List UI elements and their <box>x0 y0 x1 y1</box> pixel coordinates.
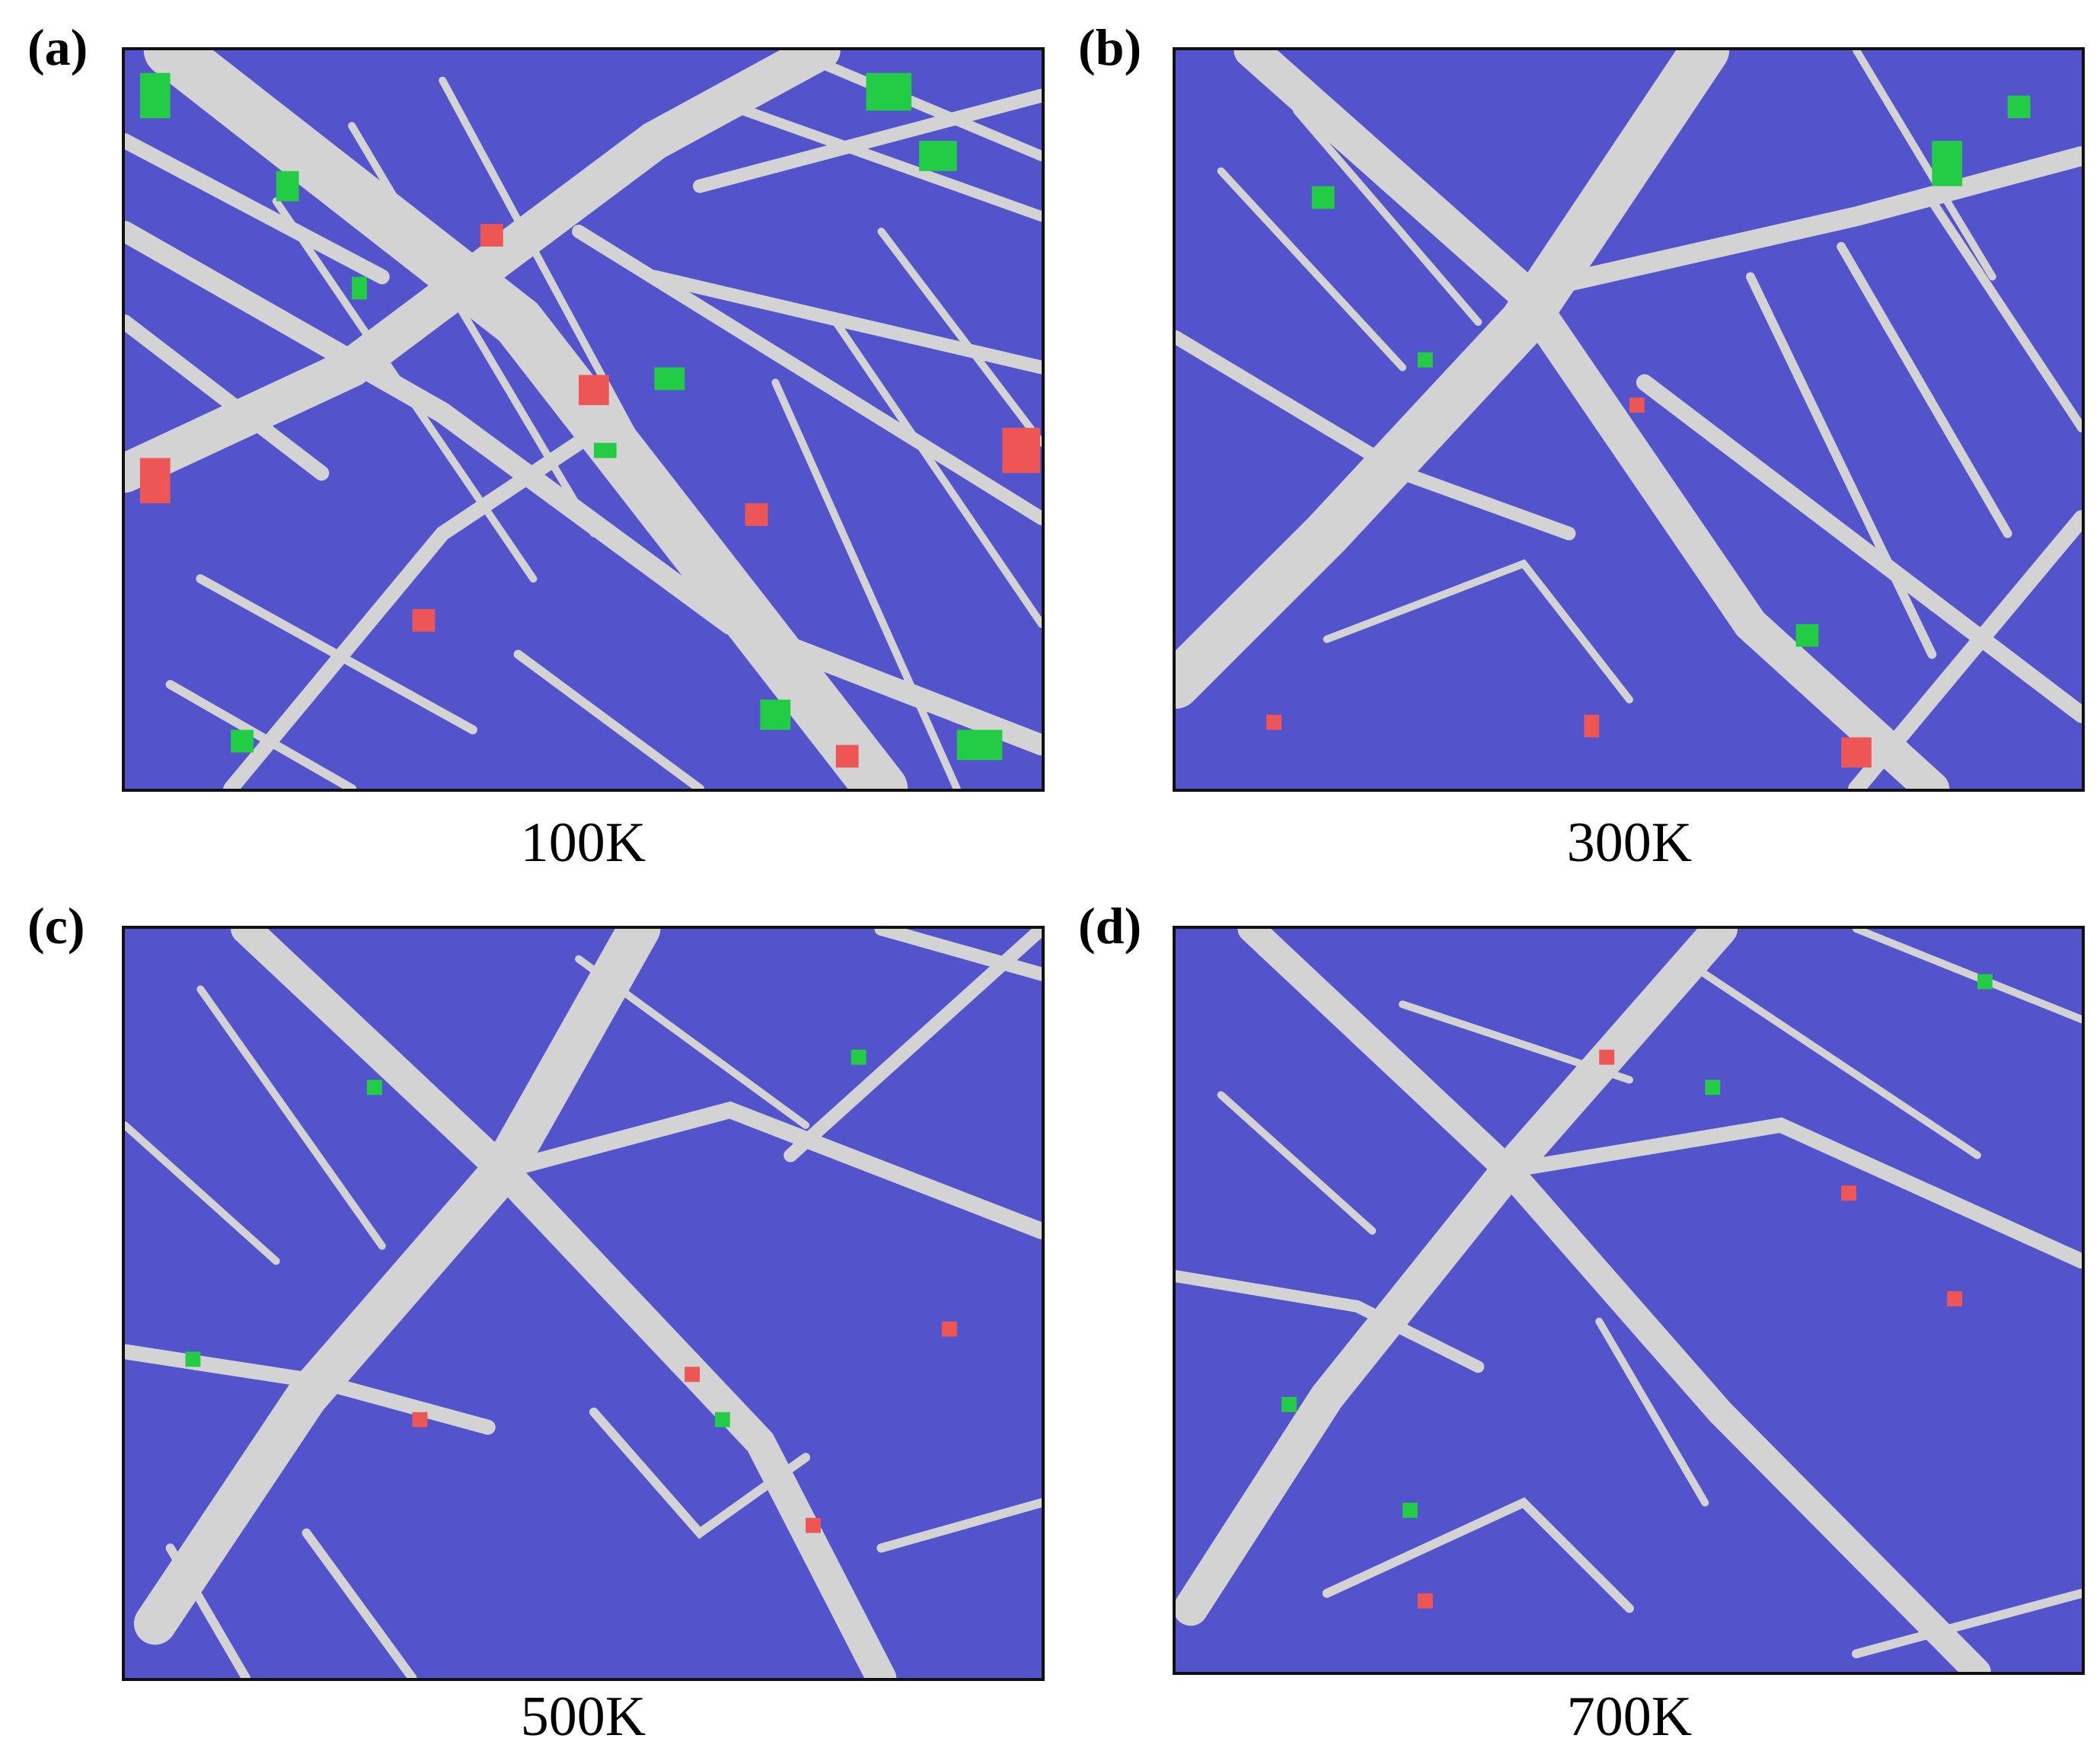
micrograph-panel-d <box>1173 926 2085 1675</box>
caption-b: 300K <box>1566 812 1693 874</box>
caption-c: 500K <box>520 1686 646 1748</box>
panel-label-c: (c) <box>27 897 85 955</box>
micrograph-panel-c <box>122 926 1045 1681</box>
defect-network-d <box>1176 929 2082 1672</box>
defect-network-b <box>1176 50 2082 789</box>
micrograph-panel-b <box>1173 47 2085 792</box>
defect-network-c <box>125 929 1042 1678</box>
caption-d: 700K <box>1566 1686 1693 1748</box>
caption-a: 100K <box>520 812 646 874</box>
panel-label-b: (b) <box>1078 18 1142 76</box>
micrograph-panel-a <box>122 47 1045 792</box>
panel-label-d: (d) <box>1078 897 1142 955</box>
defect-network-a <box>125 50 1042 789</box>
panel-label-a: (a) <box>27 18 88 76</box>
